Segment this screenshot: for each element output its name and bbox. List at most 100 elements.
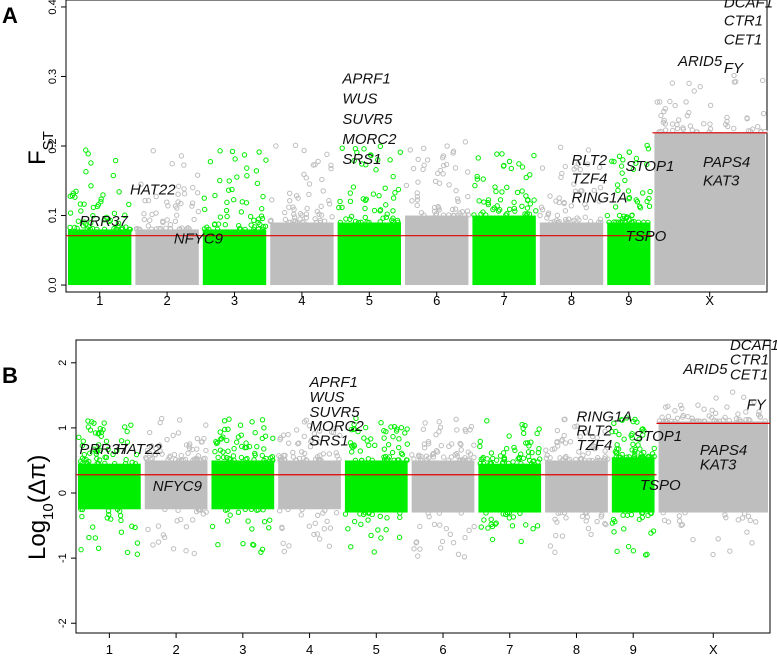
snp-point <box>525 440 531 446</box>
snp-point <box>484 418 490 424</box>
snp-point <box>545 210 552 216</box>
snp-point <box>457 440 463 447</box>
snp-point <box>94 455 100 462</box>
chromosome-band-8 <box>537 144 604 286</box>
snp-point <box>281 209 288 216</box>
snp-point <box>228 456 234 463</box>
snp-point <box>635 219 642 225</box>
snp-cloud-b-1 <box>78 463 141 510</box>
snp-point <box>290 454 297 460</box>
gene-label-srs1: SRS1 <box>310 432 349 449</box>
snp-point <box>679 414 686 420</box>
snp-point <box>518 451 524 457</box>
snp-point <box>449 206 456 213</box>
snp-point <box>269 454 276 460</box>
snp-point <box>531 152 537 159</box>
snp-point <box>462 534 468 541</box>
snp-point <box>657 99 663 105</box>
snp-point <box>415 156 421 163</box>
gene-label-suvr5: SUVR5 <box>342 111 393 128</box>
snp-point <box>602 520 608 527</box>
snp-point <box>94 460 100 467</box>
snp-point <box>333 510 340 516</box>
snp-point <box>238 209 245 215</box>
snp-point <box>395 219 401 225</box>
snp-point <box>253 168 260 174</box>
snp-point <box>462 212 468 218</box>
snp-point <box>433 212 439 219</box>
snp-point <box>166 454 172 460</box>
snp-point <box>390 195 397 201</box>
snp-point <box>672 102 678 109</box>
snp-point <box>93 448 99 455</box>
gene-label-aprf1: APRF1 <box>341 70 390 87</box>
snp-point <box>731 72 737 79</box>
snp-point <box>322 507 328 514</box>
snp-point <box>554 427 561 434</box>
snp-point <box>582 214 589 220</box>
snp-point <box>756 409 762 415</box>
snp-point <box>409 198 415 204</box>
snp-point <box>644 161 650 168</box>
snp-point <box>638 451 644 458</box>
snp-point <box>678 522 684 529</box>
snp-point <box>684 112 690 119</box>
gene-label-cet1: CET1 <box>730 367 768 384</box>
snp-point <box>585 147 592 153</box>
snp-point <box>654 99 660 105</box>
snp-point <box>589 433 596 440</box>
snp-point <box>296 455 303 462</box>
snp-point <box>583 204 590 211</box>
snp-point <box>175 430 182 436</box>
snp-point <box>466 457 473 464</box>
snp-point <box>611 158 617 165</box>
snp-point <box>504 211 510 217</box>
snp-cloud-a-3 <box>202 229 267 286</box>
snp-point <box>353 415 359 422</box>
snp-point <box>630 441 636 448</box>
snp-point <box>141 216 148 223</box>
snp-point <box>97 425 104 432</box>
snp-point <box>611 420 617 427</box>
snp-point <box>358 521 364 528</box>
snp-point <box>736 416 742 423</box>
gene-label-prr37: PRR37 <box>79 441 128 458</box>
snp-point <box>67 210 74 216</box>
snp-point <box>589 457 595 464</box>
snp-point <box>543 447 549 453</box>
snp-point <box>347 440 354 446</box>
snp-point <box>536 446 542 452</box>
snp-point <box>381 446 388 452</box>
snp-point <box>96 442 102 448</box>
snp-point <box>83 147 89 153</box>
snp-point <box>73 188 79 195</box>
snp-point <box>443 161 450 168</box>
snp-point <box>316 536 323 542</box>
snp-point <box>454 427 460 433</box>
snp-point <box>146 429 153 436</box>
snp-point <box>386 454 393 460</box>
snp-point <box>255 507 262 513</box>
snp-point <box>145 223 152 229</box>
snp-point <box>662 404 669 410</box>
snp-point <box>375 527 381 533</box>
gene-label-arid5: ARID5 <box>677 53 723 70</box>
snp-point <box>211 222 218 228</box>
snp-point <box>186 445 193 452</box>
snp-point <box>92 535 99 541</box>
snp-point <box>115 220 122 227</box>
snp-point <box>398 424 405 431</box>
snp-point <box>378 535 384 541</box>
snp-cloud-b-4 <box>278 460 341 510</box>
snp-point <box>630 166 637 173</box>
snp-point <box>238 443 245 450</box>
snp-point <box>602 448 608 454</box>
snp-point <box>348 426 355 433</box>
snp-point <box>616 454 622 460</box>
snp-point <box>483 510 489 516</box>
snp-point <box>501 456 507 462</box>
y-tick-label: 1 <box>57 425 69 431</box>
snp-point <box>594 434 600 441</box>
x-tick-label-chr-8: 8 <box>568 293 575 308</box>
gene-label-wus: WUS <box>342 91 377 108</box>
